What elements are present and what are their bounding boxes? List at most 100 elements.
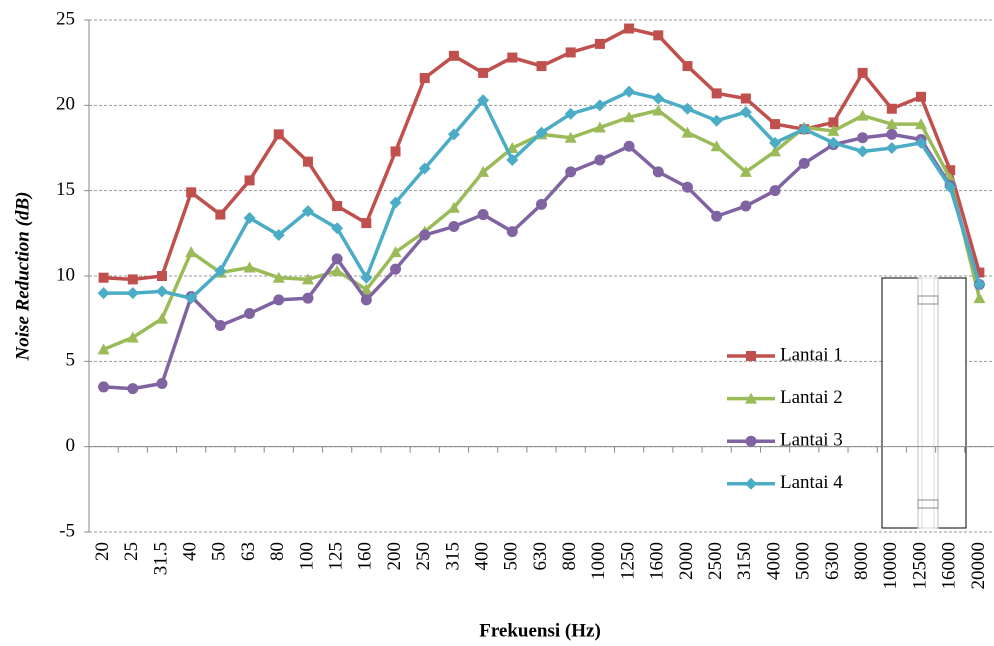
series-line (103, 132, 982, 391)
x-tick-label: 1250 (617, 542, 638, 580)
data-point (506, 226, 518, 238)
y-tick-label: 15 (56, 179, 75, 200)
y-tick-label: 20 (56, 94, 75, 115)
data-point (301, 273, 314, 285)
y-axis-title: Noise Reduction (dB) (12, 192, 33, 362)
data-point (331, 264, 344, 276)
x-tick-label: 4000 (763, 542, 784, 580)
data-point (652, 166, 664, 178)
data-point (447, 201, 460, 213)
x-tick-label: 3150 (734, 542, 755, 580)
data-point (273, 129, 284, 140)
data-point (477, 209, 489, 221)
data-point (447, 128, 460, 141)
y-tick-label: 0 (66, 435, 76, 456)
data-point (682, 61, 693, 72)
data-point (302, 156, 313, 167)
legend-label: Lantai 3 (780, 430, 843, 451)
data-point (215, 209, 226, 220)
data-point (915, 118, 928, 130)
data-point (332, 201, 343, 212)
data-point (652, 104, 665, 116)
data-point (156, 378, 168, 390)
data-point (564, 107, 577, 120)
data-point (127, 274, 138, 285)
data-point (624, 23, 635, 34)
data-point (770, 119, 781, 130)
data-point (214, 264, 227, 277)
data-point (126, 287, 139, 300)
y-tick-label: 25 (56, 8, 75, 29)
data-point (186, 187, 197, 198)
x-tick-label: 6300 (822, 542, 843, 580)
data-point (565, 47, 576, 58)
data-point (623, 140, 635, 152)
data-point (945, 165, 956, 176)
x-tick-label: 200 (384, 542, 405, 571)
data-point (419, 229, 431, 241)
x-tick-label: 12500 (909, 542, 930, 590)
data-point (127, 383, 139, 395)
data-point (769, 145, 782, 157)
data-point (827, 124, 840, 136)
data-point (856, 109, 869, 121)
data-point (565, 166, 577, 178)
data-point (798, 157, 810, 169)
data-point (331, 222, 344, 235)
data-point (710, 114, 723, 127)
data-point (886, 103, 897, 114)
data-point (974, 267, 985, 278)
data-point (272, 271, 285, 283)
data-point (885, 142, 898, 154)
data-point (301, 205, 314, 218)
data-point (916, 91, 927, 102)
data-point (360, 283, 373, 295)
data-point (448, 221, 460, 233)
data-point (652, 92, 665, 105)
x-tick-label: 400 (471, 542, 492, 571)
data-point (214, 319, 226, 331)
data-point (97, 287, 110, 300)
x-tick-label: 10000 (880, 542, 901, 590)
legend-marker (746, 351, 756, 361)
data-point (710, 140, 723, 152)
data-point (798, 123, 811, 136)
data-point (681, 102, 694, 115)
data-point (739, 165, 752, 177)
x-tick-label: 100 (296, 542, 317, 571)
x-tick-label: 315 (442, 542, 463, 571)
x-tick-label: 63 (238, 542, 259, 561)
data-point (769, 185, 781, 197)
data-point (155, 285, 168, 298)
x-tick-label: 40 (180, 542, 201, 561)
data-point (389, 196, 402, 209)
data-point (857, 132, 869, 144)
data-point (97, 343, 110, 355)
data-point (185, 292, 198, 305)
data-point (506, 153, 519, 166)
data-point (185, 246, 198, 258)
data-point (331, 253, 343, 265)
data-point (564, 131, 577, 143)
inset-diagram (881, 277, 967, 529)
legend-label: Lantai 1 (780, 344, 843, 365)
x-tick-label: 500 (501, 542, 522, 571)
x-tick-label: 800 (559, 542, 580, 571)
x-tick-label: 5000 (793, 542, 814, 580)
data-point (507, 52, 518, 63)
y-tick-label: 5 (66, 350, 76, 371)
x-tick-label: 1000 (588, 542, 609, 580)
data-point (477, 94, 490, 107)
legend-label: Lantai 2 (780, 387, 843, 408)
data-point (155, 312, 168, 324)
data-point (594, 154, 606, 166)
data-point (243, 261, 256, 273)
x-tick-label: 20 (92, 542, 113, 561)
data-point (739, 106, 752, 119)
data-point (856, 145, 869, 158)
legend-label: Lantai 4 (780, 472, 843, 493)
legend-marker (745, 477, 757, 490)
data-point (857, 67, 868, 78)
data-point (536, 61, 547, 72)
data-point (535, 126, 548, 139)
